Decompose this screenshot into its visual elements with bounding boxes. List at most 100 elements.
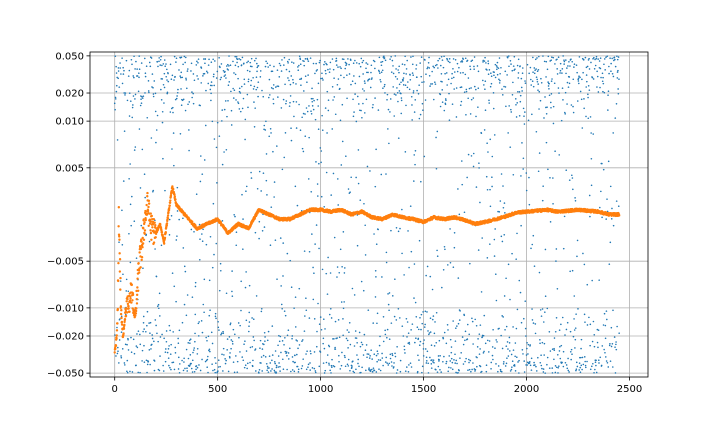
noise-point: [171, 272, 174, 274]
noise-point: [292, 360, 294, 363]
noise-point: [281, 307, 283, 310]
noise-point: [558, 365, 560, 367]
noise-point: [429, 275, 432, 278]
noise-point: [217, 326, 220, 329]
noise-point: [163, 102, 165, 104]
noise-point: [245, 350, 248, 352]
noise-point: [546, 307, 549, 310]
running-mean-point: [118, 235, 121, 238]
running-mean-point: [134, 312, 138, 315]
noise-point: [439, 64, 442, 67]
running-mean-point: [134, 309, 138, 313]
noise-point: [392, 86, 395, 88]
running-mean-point: [250, 222, 253, 225]
noise-point: [462, 363, 465, 365]
noise-point: [595, 57, 598, 60]
noise-point: [196, 353, 199, 355]
noise-point: [275, 364, 278, 367]
noise-point: [460, 86, 463, 88]
noise-point: [361, 366, 363, 369]
noise-point: [501, 240, 504, 243]
noise-point: [452, 76, 455, 79]
noise-point: [228, 81, 231, 83]
noise-point: [568, 76, 571, 78]
noise-point: [479, 365, 482, 368]
noise-point: [196, 366, 199, 369]
noise-point: [260, 307, 263, 310]
noise-point: [244, 340, 246, 342]
noise-point: [330, 194, 333, 196]
noise-point: [187, 342, 190, 344]
noise-point: [238, 58, 240, 60]
noise-point: [126, 99, 129, 102]
noise-point: [583, 313, 586, 316]
noise-point: [450, 367, 452, 369]
noise-point: [498, 327, 500, 330]
noise-point: [498, 211, 501, 213]
noise-point: [588, 316, 590, 319]
noise-point: [257, 81, 260, 83]
noise-point: [403, 345, 406, 348]
noise-point: [367, 309, 370, 311]
noise-point: [218, 57, 220, 59]
noise-point: [244, 286, 247, 289]
noise-point: [247, 78, 250, 81]
noise-point: [191, 359, 194, 362]
noise-point: [213, 368, 216, 371]
noise-point: [353, 111, 355, 113]
noise-point: [434, 83, 437, 85]
noise-point: [495, 339, 498, 341]
noise-point: [504, 70, 507, 73]
y-axis: −0.050−0.020−0.010−0.0050.0050.0100.0200…: [47, 51, 90, 380]
noise-point: [420, 328, 422, 331]
noise-point: [127, 349, 130, 351]
noise-point: [261, 370, 264, 372]
noise-point: [192, 92, 194, 95]
noise-point: [356, 95, 359, 98]
noise-point: [539, 338, 541, 341]
noise-point: [152, 87, 154, 89]
noise-point: [139, 343, 142, 346]
noise-point: [489, 188, 491, 191]
noise-point: [522, 353, 524, 355]
noise-point: [241, 85, 243, 88]
noise-point: [380, 61, 382, 63]
noise-point: [604, 337, 607, 340]
noise-point: [265, 120, 267, 123]
noise-point: [482, 59, 485, 62]
noise-point: [596, 341, 599, 344]
noise-point: [309, 369, 311, 371]
noise-point: [197, 58, 200, 60]
noise-point: [224, 74, 227, 76]
noise-point: [313, 99, 315, 102]
noise-point: [470, 155, 473, 157]
noise-point: [225, 292, 228, 295]
noise-point: [527, 353, 529, 355]
noise-point: [522, 157, 525, 160]
running-mean-point: [151, 226, 154, 229]
noise-point: [229, 322, 232, 324]
noise-point: [406, 321, 409, 323]
noise-point: [371, 77, 373, 79]
noise-point: [385, 251, 388, 254]
noise-point: [447, 78, 450, 81]
noise-point: [475, 186, 478, 188]
noise-point: [489, 243, 491, 245]
noise-point: [611, 207, 613, 210]
noise-point: [576, 71, 578, 74]
noise-point: [397, 137, 400, 139]
noise-point: [159, 355, 161, 357]
noise-point: [284, 336, 286, 339]
noise-point: [184, 109, 187, 112]
noise-point: [495, 363, 497, 365]
noise-point: [479, 324, 482, 326]
running-mean-point: [152, 223, 155, 226]
noise-point: [386, 328, 389, 331]
noise-point: [354, 330, 357, 332]
noise-point: [452, 68, 454, 70]
noise-point: [353, 371, 356, 374]
noise-point: [318, 323, 321, 326]
noise-point: [510, 108, 512, 111]
noise-point: [281, 340, 284, 342]
noise-point: [474, 370, 476, 372]
